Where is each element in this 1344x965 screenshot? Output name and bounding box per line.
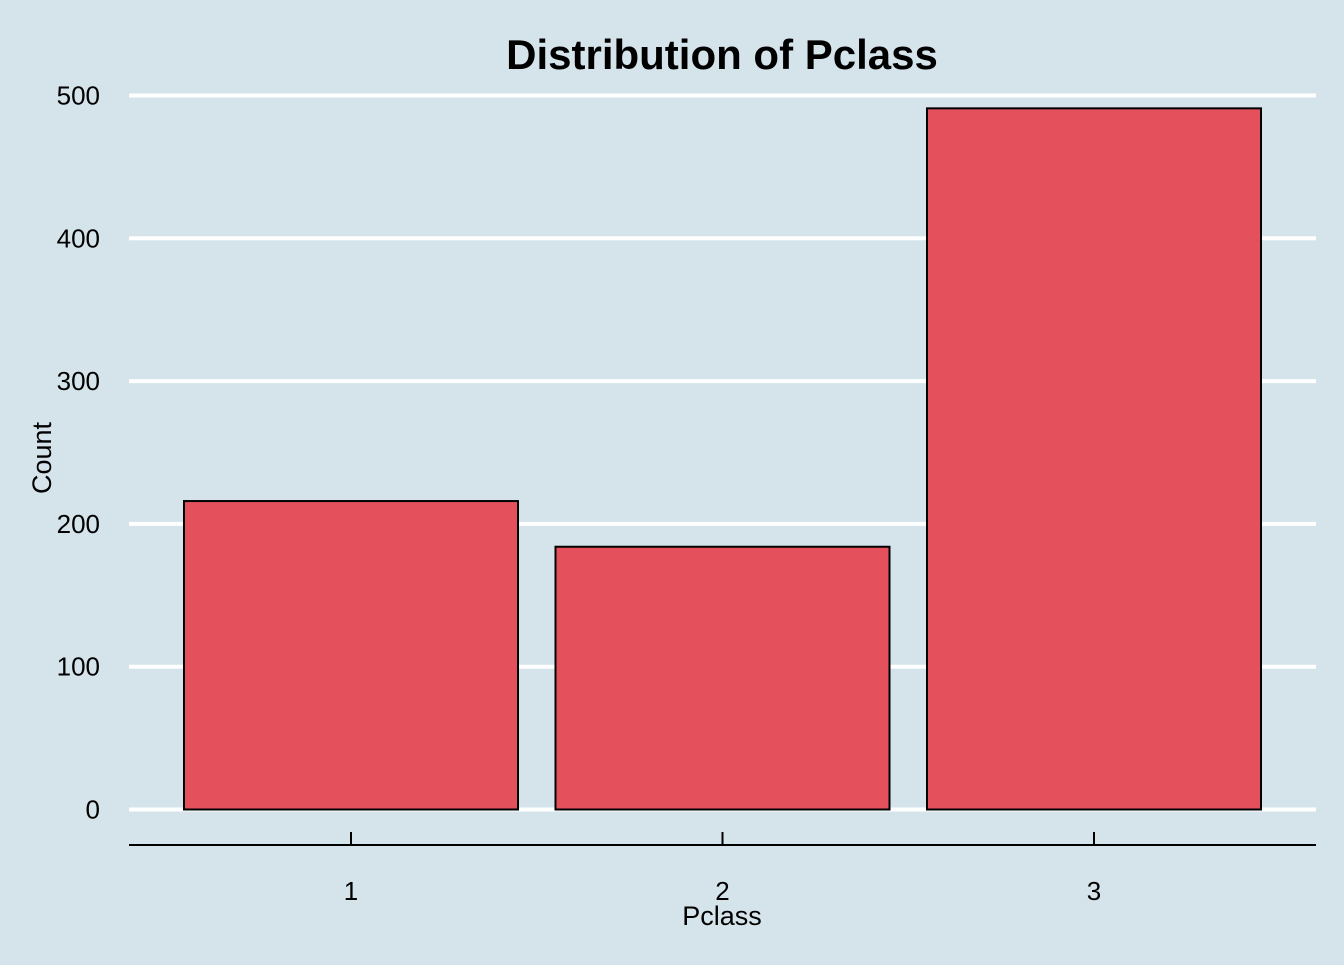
bar-pclass-1 — [183, 500, 519, 811]
bars — [183, 107, 1262, 811]
y-tick-label: 100 — [57, 652, 100, 682]
y-tick-label: 300 — [57, 366, 100, 396]
x-axis-title: Pclass — [682, 901, 762, 931]
y-axis-title: Count — [27, 421, 57, 494]
chart-title: Distribution of Pclass — [506, 31, 938, 78]
y-tick-label: 0 — [86, 795, 100, 825]
y-axis-ticks: 0 100 200 300 400 500 — [57, 81, 100, 825]
y-tick-label: 400 — [57, 223, 100, 253]
x-tick-label: 2 — [715, 876, 729, 906]
x-tick-label: 3 — [1087, 876, 1101, 906]
x-tick-label: 1 — [344, 876, 358, 906]
y-tick-label: 200 — [57, 509, 100, 539]
bar-pclass-3 — [926, 107, 1262, 811]
x-axis-ticks: 1 2 3 — [344, 832, 1101, 906]
y-tick-label: 500 — [57, 81, 100, 111]
bar-pclass-2 — [554, 545, 891, 811]
